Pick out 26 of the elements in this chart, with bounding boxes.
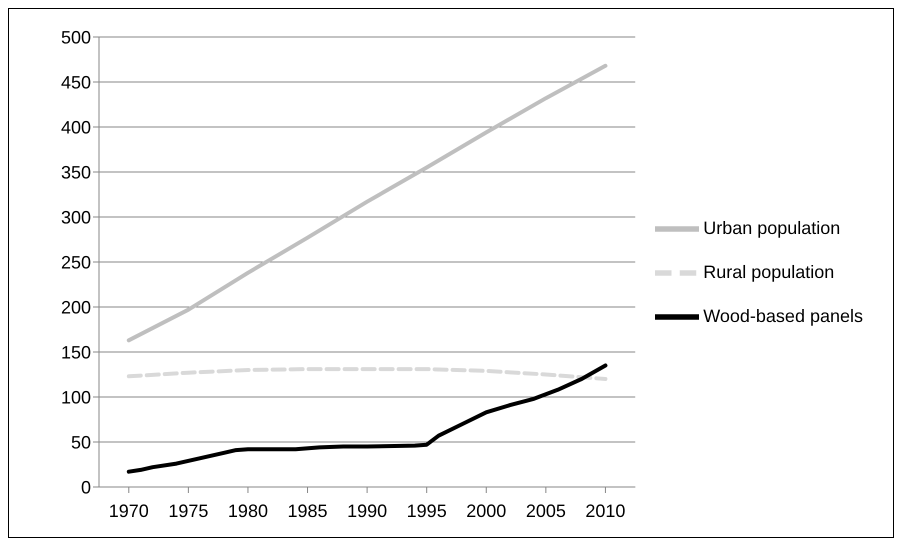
y-tick-label: 0 bbox=[80, 477, 91, 498]
x-tick-label: 1975 bbox=[168, 501, 208, 521]
legend-label: Wood-based panels bbox=[703, 306, 863, 326]
x-tick-label: 2010 bbox=[585, 501, 626, 521]
y-tick-label: 150 bbox=[60, 342, 91, 362]
x-tick-label: 1970 bbox=[108, 501, 149, 521]
line-series bbox=[126, 367, 608, 381]
y-tick-label: 50 bbox=[70, 432, 91, 452]
x-tick-label: 2005 bbox=[526, 501, 566, 521]
x-tick-label: 1985 bbox=[288, 501, 328, 521]
y-tick-label: 100 bbox=[60, 387, 91, 408]
line-series bbox=[126, 364, 608, 474]
x-tick-label: 1980 bbox=[228, 501, 268, 521]
y-tick-label: 250 bbox=[60, 252, 91, 272]
y-tick-label: 450 bbox=[60, 72, 91, 92]
x-tick-label: 1990 bbox=[347, 501, 388, 521]
y-tick-label: 300 bbox=[60, 207, 91, 228]
y-tick-label: 400 bbox=[60, 117, 91, 138]
legend-label: Urban population bbox=[703, 218, 840, 238]
y-tick-label: 200 bbox=[60, 297, 91, 318]
y-tick-label: 350 bbox=[60, 162, 91, 182]
x-tick-label: 1995 bbox=[406, 501, 447, 521]
y-tick-label: 500 bbox=[60, 27, 91, 48]
line-series bbox=[126, 64, 608, 342]
x-tick-label: 2000 bbox=[466, 501, 506, 521]
legend-label: Rural population bbox=[703, 262, 834, 282]
